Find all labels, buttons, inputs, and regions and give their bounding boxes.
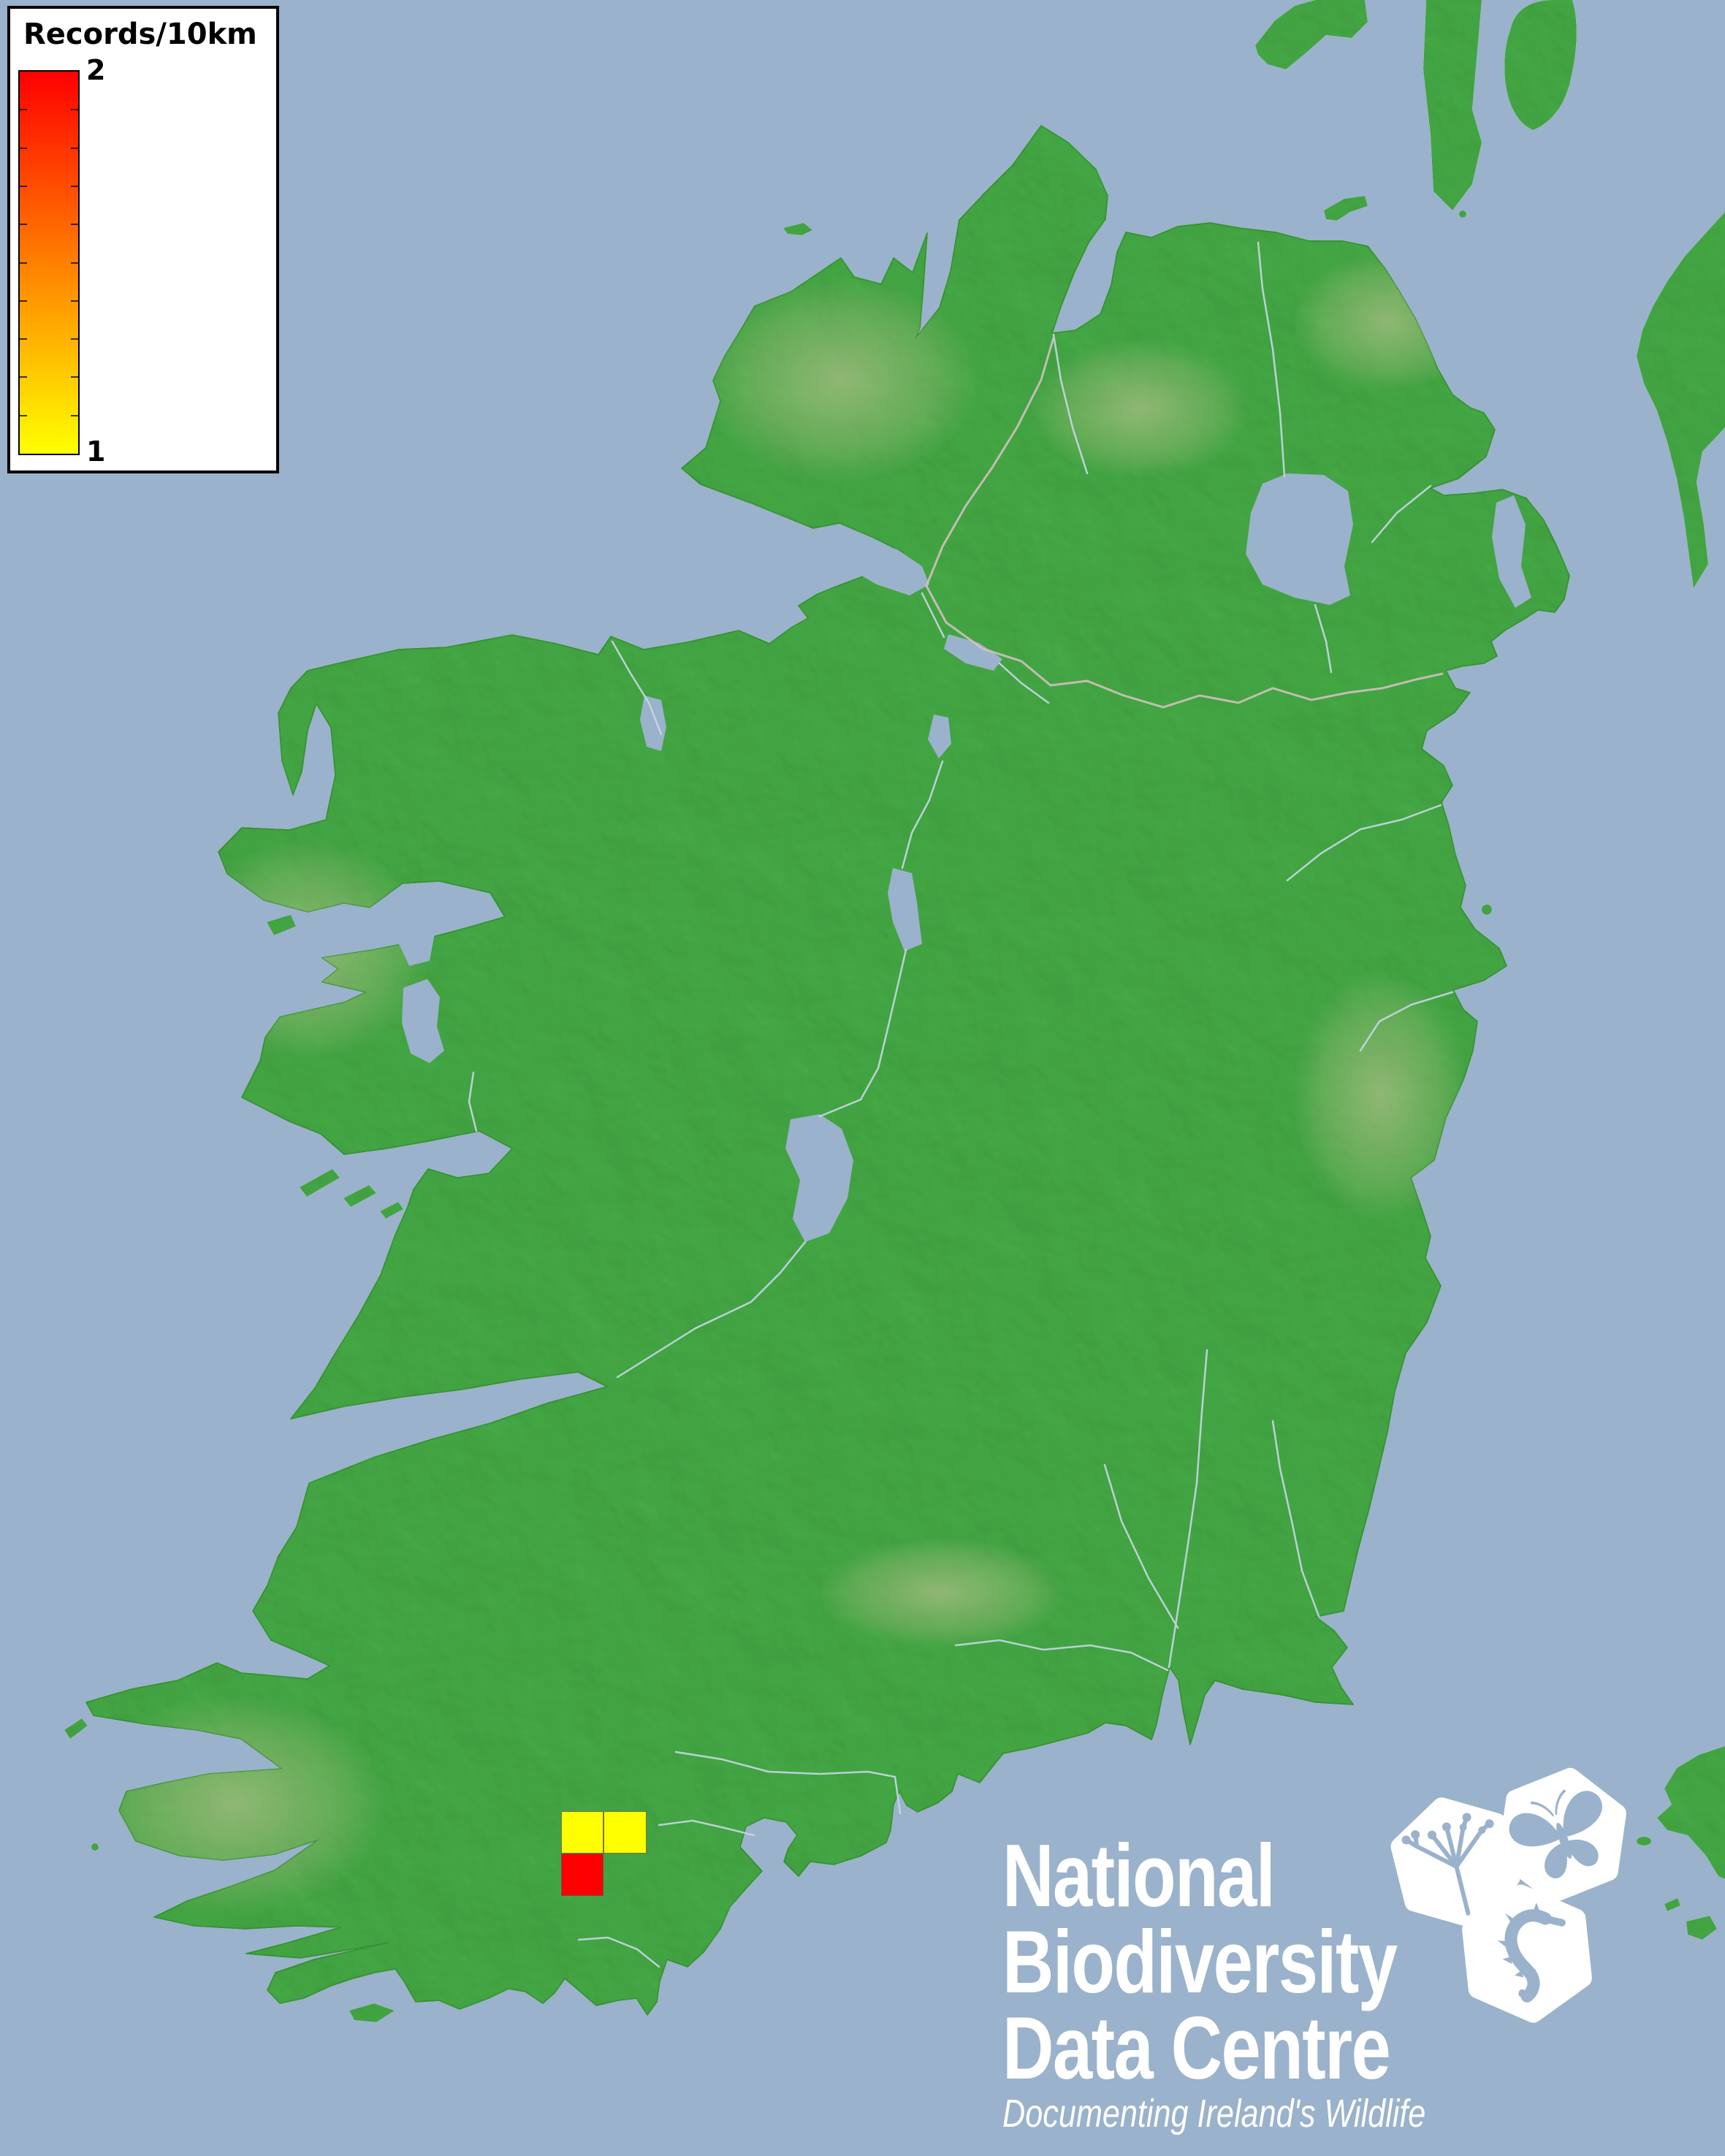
lough-erne bbox=[831, 539, 929, 595]
seahorse-icon bbox=[1462, 1884, 1592, 2023]
nbdc-logo-hexagons bbox=[1390, 1767, 1626, 2023]
logo-line-3: Data Centre bbox=[1002, 1998, 1391, 2098]
ireland-landmass bbox=[85, 125, 1570, 2016]
legend-tick bbox=[71, 185, 78, 187]
irish-islands bbox=[64, 196, 1492, 2022]
legend-tick bbox=[71, 109, 78, 111]
legend-tick bbox=[20, 224, 27, 226]
nbdc-logo-text: National Biodiversity Data Centre Docume… bbox=[1002, 1826, 1531, 2136]
record-grid-square[interactable] bbox=[561, 1811, 603, 1854]
record-grid-square[interactable] bbox=[561, 1854, 603, 1896]
legend-tick bbox=[71, 262, 78, 264]
legend-tick bbox=[20, 376, 27, 378]
legend-min-label: 1 bbox=[86, 435, 106, 468]
logo-line-1: National bbox=[1002, 1826, 1276, 1925]
legend-gradient-bar bbox=[18, 70, 80, 455]
record-grid-square[interactable] bbox=[603, 1811, 647, 1854]
legend-tick bbox=[71, 376, 78, 378]
lakes-layer bbox=[398, 473, 1531, 1242]
lough-mask bbox=[398, 912, 435, 966]
lough-derg bbox=[785, 1114, 853, 1242]
legend-panel: Records/10km 2 1 bbox=[7, 6, 279, 473]
legend-tick bbox=[20, 262, 27, 264]
legend-tick bbox=[71, 224, 78, 226]
legend-tick bbox=[20, 338, 27, 340]
legend-tick bbox=[71, 300, 78, 302]
logo-tagline: Documenting Ireland's Wildlife bbox=[1002, 2092, 1426, 2136]
legend-tick bbox=[20, 414, 27, 416]
wales-coast bbox=[1637, 1746, 1725, 1940]
legend-tick bbox=[20, 109, 27, 111]
butterfly-icon bbox=[1498, 1767, 1626, 1903]
legend-tick bbox=[20, 300, 27, 302]
legend-tick bbox=[71, 147, 78, 149]
lough-ree bbox=[888, 868, 922, 951]
legend-tick bbox=[20, 147, 27, 149]
land-layer bbox=[64, 0, 1725, 2022]
rivers-layer bbox=[468, 241, 1454, 1968]
legend-tick bbox=[20, 185, 27, 187]
strangford-lough bbox=[1492, 495, 1531, 608]
lough-corrib bbox=[402, 979, 444, 1063]
legend-tick bbox=[71, 414, 78, 416]
legend-max-label: 2 bbox=[86, 54, 106, 86]
logo-line-2: Biodiversity bbox=[1002, 1912, 1398, 2011]
lough-neagh bbox=[1246, 473, 1353, 605]
border-line bbox=[925, 337, 1444, 709]
scotland-coast bbox=[1255, 0, 1725, 588]
plant-sprig-icon bbox=[1390, 1797, 1520, 1927]
legend-title: Records/10km bbox=[23, 18, 257, 51]
legend-tick bbox=[71, 338, 78, 340]
